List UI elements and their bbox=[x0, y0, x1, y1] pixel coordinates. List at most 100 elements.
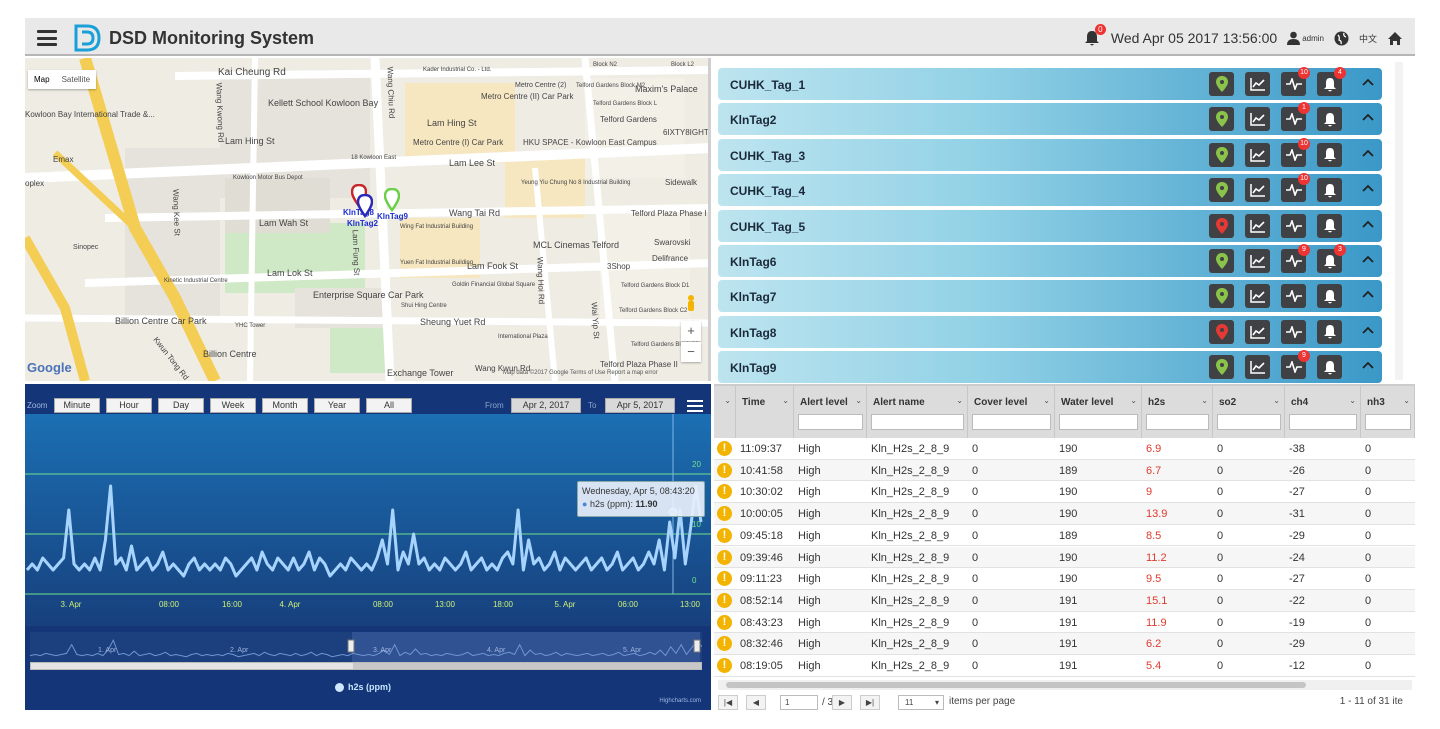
to-date-input[interactable]: Apr 5, 2017 bbox=[605, 398, 675, 413]
tag-alert-button[interactable] bbox=[1317, 355, 1342, 380]
tag-health-button[interactable]: 10 bbox=[1281, 173, 1310, 203]
tag-location-button[interactable] bbox=[1209, 213, 1234, 238]
chevron-down-icon[interactable]: ⌄ bbox=[1273, 396, 1280, 405]
tag-health-button[interactable] bbox=[1281, 284, 1306, 309]
tag-alert-button[interactable] bbox=[1317, 178, 1342, 203]
tag-alert-button[interactable]: 3 bbox=[1317, 244, 1346, 273]
navigator-scroll-thumb[interactable] bbox=[353, 663, 701, 669]
table-row[interactable]: ! 08:52:14 High Kln_H2s_2_8_9 0 191 15.1 0 -22 0 bbox=[714, 589, 1415, 612]
chevron-down-icon[interactable]: ⌄ bbox=[782, 396, 789, 405]
tag-row[interactable]: KlnTag8 bbox=[718, 315, 1382, 348]
zoom-minute-button[interactable]: Minute bbox=[54, 398, 100, 413]
grid-column-header[interactable]: nh3 ⌄ bbox=[1361, 386, 1415, 438]
pager-size-select[interactable]: 11 ▾ bbox=[898, 695, 944, 710]
grid-horizontal-scrollbar[interactable] bbox=[718, 680, 1412, 690]
tag-health-button[interactable] bbox=[1281, 213, 1306, 238]
tag-trend-button[interactable] bbox=[1245, 355, 1270, 380]
grid-column-header[interactable]: ch4 ⌄ bbox=[1285, 386, 1361, 438]
map-canvas[interactable] bbox=[25, 58, 711, 381]
grid-scroll-thumb[interactable] bbox=[726, 682, 1306, 688]
tag-row[interactable]: CUHK_Tag_5 bbox=[718, 209, 1382, 242]
chevron-down-icon[interactable]: ⌄ bbox=[724, 396, 731, 405]
zoom-hour-button[interactable]: Hour bbox=[106, 398, 152, 413]
table-row[interactable]: ! 08:43:23 High Kln_H2s_2_8_9 0 191 11.9 0 -19 0 bbox=[714, 612, 1415, 634]
chevron-down-icon[interactable]: ⌄ bbox=[1349, 396, 1356, 405]
h2s-plot-area[interactable] bbox=[25, 414, 711, 626]
navigator-left-handle[interactable] bbox=[347, 639, 355, 653]
chevron-up-icon[interactable] bbox=[1362, 148, 1374, 158]
tag-trend-button[interactable] bbox=[1245, 284, 1270, 309]
street-view-pegman-icon[interactable] bbox=[684, 294, 698, 314]
grid-column-header[interactable]: Alert name ⌄ bbox=[867, 386, 968, 438]
map-tab-map[interactable]: Map bbox=[34, 75, 50, 84]
tag-trend-button[interactable] bbox=[1245, 107, 1270, 132]
tag-trend-button[interactable] bbox=[1245, 72, 1270, 96]
chevron-down-icon[interactable]: ⌄ bbox=[1043, 396, 1050, 405]
table-row[interactable]: ! 10:41:58 High Kln_H2s_2_8_9 0 189 6.7 0 -26 0 bbox=[714, 459, 1415, 482]
chevron-up-icon[interactable] bbox=[1362, 360, 1374, 370]
pager-prev-button[interactable]: ◀ bbox=[746, 695, 766, 710]
pager-last-button[interactable]: ▶| bbox=[860, 695, 880, 710]
tag-row[interactable]: KlnTag2 1 bbox=[718, 102, 1382, 136]
column-filter-input[interactable] bbox=[1289, 414, 1357, 430]
map-type-toggle[interactable]: Map Satellite bbox=[28, 70, 97, 89]
tag-location-button[interactable] bbox=[1209, 249, 1234, 273]
tag-trend-button[interactable] bbox=[1245, 213, 1270, 238]
grid-column-header[interactable]: Time ⌄ bbox=[736, 386, 794, 438]
map-tab-satellite[interactable]: Satellite bbox=[61, 75, 91, 84]
column-filter-input[interactable] bbox=[972, 414, 1051, 430]
tag-trend-button[interactable] bbox=[1245, 319, 1270, 344]
chevron-up-icon[interactable] bbox=[1362, 112, 1374, 122]
map-zoom-in-button[interactable]: + bbox=[681, 321, 701, 341]
hamburger-menu-icon[interactable] bbox=[37, 30, 57, 46]
zoom-year-button[interactable]: Year bbox=[314, 398, 360, 413]
grid-column-header[interactable]: Cover level ⌄ bbox=[968, 386, 1055, 438]
tag-health-button[interactable] bbox=[1281, 319, 1306, 344]
tag-row[interactable]: KlnTag9 9 bbox=[718, 350, 1382, 383]
table-row[interactable]: ! 11:09:37 High Kln_H2s_2_8_9 0 190 6.9 0 -38 0 bbox=[714, 438, 1415, 460]
column-filter-input[interactable] bbox=[1365, 414, 1411, 430]
grid-column-header[interactable]: h2s ⌄ bbox=[1142, 386, 1213, 438]
table-row[interactable]: ! 08:32:46 High Kln_H2s_2_8_9 0 191 6.2 0 -29 0 bbox=[714, 633, 1415, 655]
pager-first-button[interactable]: |◀ bbox=[718, 695, 738, 710]
globe-icon[interactable] bbox=[1334, 31, 1349, 46]
h2s-chart-panel[interactable]: Zoom Minute Hour Day Week Month Year All… bbox=[25, 384, 711, 710]
chevron-down-icon[interactable]: ⌄ bbox=[1403, 396, 1410, 405]
grid-column-header[interactable]: Alert level ⌄ bbox=[794, 386, 867, 438]
tag-alert-button[interactable] bbox=[1317, 142, 1342, 167]
map-copyright[interactable]: Map data ©2017 Google Terms of Use Repor… bbox=[503, 370, 658, 376]
chevron-down-icon[interactable]: ⌄ bbox=[956, 396, 963, 405]
zoom-month-button[interactable]: Month bbox=[262, 398, 308, 413]
column-filter-input[interactable] bbox=[1146, 414, 1209, 430]
tag-alert-button[interactable] bbox=[1317, 107, 1342, 132]
tag-row[interactable]: CUHK_Tag_4 10 bbox=[718, 173, 1382, 207]
tag-location-button[interactable] bbox=[1209, 142, 1234, 167]
chart-menu-icon[interactable] bbox=[687, 400, 703, 412]
table-row[interactable]: ! 09:11:23 High Kln_H2s_2_8_9 0 190 9.5 0 -27 0 bbox=[714, 568, 1415, 590]
grid-column-header[interactable]: Water level ⌄ bbox=[1055, 386, 1142, 438]
tag-row[interactable]: KlnTag6 9 3 bbox=[718, 244, 1382, 277]
tag-row[interactable]: CUHK_Tag_3 10 bbox=[718, 137, 1382, 171]
column-filter-input[interactable] bbox=[798, 414, 863, 430]
pager-page-input[interactable]: 1 bbox=[780, 695, 818, 710]
map-marker-green[interactable] bbox=[384, 188, 400, 212]
tag-row[interactable]: CUHK_Tag_1 10 4 bbox=[718, 67, 1382, 100]
tag-row[interactable]: KlnTag7 bbox=[718, 280, 1382, 313]
tag-list-scrollbar[interactable] bbox=[1395, 62, 1403, 380]
tag-trend-button[interactable] bbox=[1245, 142, 1270, 167]
map-zoom-out-button[interactable]: − bbox=[681, 342, 701, 362]
user-menu[interactable]: admin bbox=[1287, 31, 1324, 45]
table-row[interactable]: ! 09:39:46 High Kln_H2s_2_8_9 0 190 11.2 0 -24 0 bbox=[714, 546, 1415, 569]
tag-alert-button[interactable] bbox=[1317, 213, 1342, 238]
tag-health-button[interactable]: 10 bbox=[1281, 137, 1310, 167]
chevron-up-icon[interactable] bbox=[1362, 254, 1374, 264]
chevron-up-icon[interactable] bbox=[1362, 183, 1374, 193]
tag-location-button[interactable] bbox=[1209, 178, 1234, 203]
tag-location-button[interactable] bbox=[1209, 72, 1234, 96]
pager-next-button[interactable]: ▶ bbox=[832, 695, 852, 710]
column-filter-input[interactable] bbox=[1059, 414, 1138, 430]
zoom-day-button[interactable]: Day bbox=[158, 398, 204, 413]
chevron-up-icon[interactable] bbox=[1362, 219, 1374, 229]
tag-location-button[interactable] bbox=[1209, 284, 1234, 309]
table-row[interactable]: ! 10:30:02 High Kln_H2s_2_8_9 0 190 9 0 -27 0 bbox=[714, 481, 1415, 504]
